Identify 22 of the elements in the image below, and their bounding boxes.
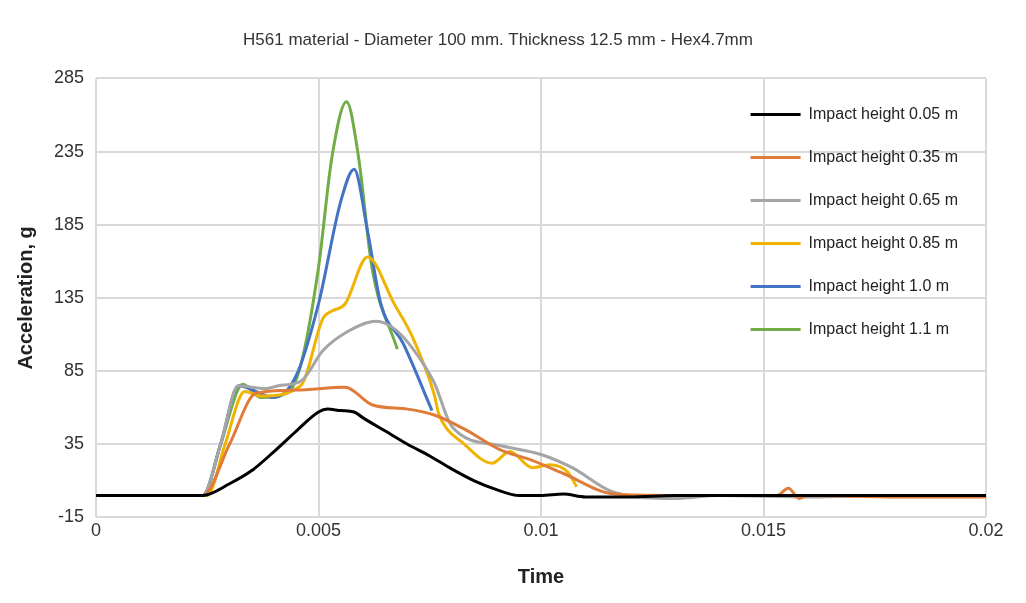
line-series xyxy=(96,407,986,499)
x-tick-label: 0.005 xyxy=(296,520,342,541)
x-tick-label: 0.01 xyxy=(523,520,559,541)
y-tick-label: 235 xyxy=(53,140,85,161)
chart-title: H561 material - Diameter 100 mm. Thickness 12.5 mm - Hex4.7mm xyxy=(243,29,753,49)
y-tick-label: 185 xyxy=(53,213,85,234)
legend-label: Impact height 1.0 m xyxy=(808,276,950,294)
y-tick-label: 135 xyxy=(53,286,85,307)
y-tick-label: 35 xyxy=(64,433,85,454)
x-axis-title: Time xyxy=(517,564,565,587)
y-tick-label: 85 xyxy=(64,360,85,381)
y-tick-label: -15 xyxy=(58,506,85,527)
y-axis-title: Acceleration, g xyxy=(13,226,36,370)
x-tick-label: 0.015 xyxy=(740,520,787,541)
y-tick-label: 285 xyxy=(53,67,85,88)
legend-label: Impact height 0.65 m xyxy=(808,190,959,208)
x-tick-label: 0.02 xyxy=(968,520,1004,541)
legend-label: Impact height 0.05 m xyxy=(808,104,959,122)
legend-label: Impact height 0.35 m xyxy=(808,147,959,165)
x-tick-label: 0 xyxy=(91,520,102,541)
legend-label: Impact height 0.85 m xyxy=(808,233,959,251)
legend-label: Impact height 1.1 m xyxy=(808,319,950,337)
